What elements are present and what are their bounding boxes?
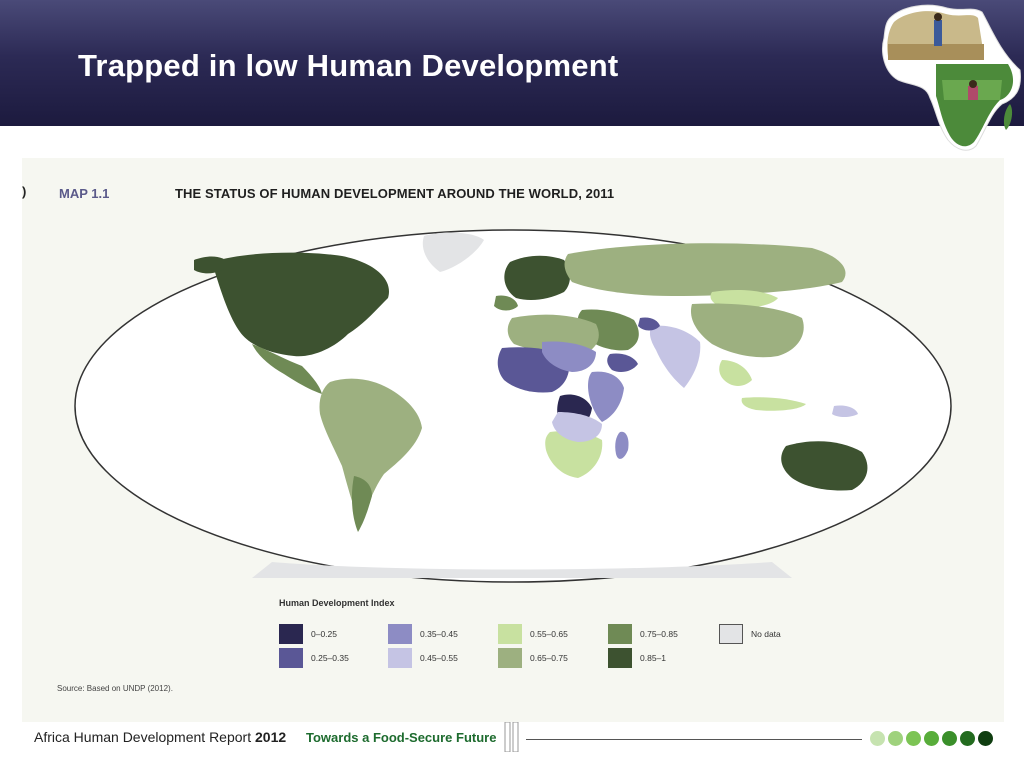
source-note: Source: Based on UNDP (2012).	[57, 684, 173, 693]
legend-item: 0.75–0.85	[608, 624, 678, 644]
world-map	[74, 229, 952, 583]
slide-title: Trapped in low Human Development	[78, 48, 619, 83]
region-south-america	[319, 378, 422, 522]
footer-dot	[906, 731, 921, 746]
legend-label: 0–0.25	[311, 629, 337, 639]
greenland	[422, 232, 484, 272]
legend-item: 0.55–0.65	[498, 624, 568, 644]
legend-label: 0.65–0.75	[530, 653, 568, 663]
region-iberia	[494, 295, 518, 311]
region-indonesia	[741, 397, 806, 411]
footer-dot	[942, 731, 957, 746]
legend-item: No data	[719, 624, 781, 644]
region-australia	[781, 441, 868, 491]
footer-report-prefix: Africa Human Development Report	[34, 729, 252, 745]
legend-swatch	[719, 624, 743, 644]
legend-swatch	[498, 624, 522, 644]
legend-swatch	[388, 648, 412, 668]
region-madagascar	[615, 431, 629, 459]
region-horn-africa	[607, 353, 638, 372]
legend-label: 0.45–0.55	[420, 653, 458, 663]
footer-dot	[960, 731, 975, 746]
legend-item: 0.45–0.55	[388, 648, 458, 668]
footer-dot	[924, 731, 939, 746]
legend-title: Human Development Index	[279, 598, 395, 608]
region-argentina	[351, 476, 372, 532]
footer-divider-bars	[504, 722, 519, 752]
africa-logo	[882, 4, 1021, 151]
legend-label: 0.75–0.85	[640, 629, 678, 639]
slide-header: Trapped in low Human Development	[0, 0, 1024, 126]
legend-swatch	[608, 624, 632, 644]
legend-label: 0.55–0.65	[530, 629, 568, 639]
map-marker: )	[22, 184, 27, 199]
footer-dots	[870, 731, 993, 746]
region-mexico	[252, 344, 322, 394]
legend-swatch	[498, 648, 522, 668]
region-east-africa	[588, 371, 624, 422]
region-south-central-africa	[552, 412, 602, 442]
region-china	[690, 303, 804, 358]
map-panel: ) MAP 1.1 THE STATUS OF HUMAN DEVELOPMEN…	[22, 158, 1004, 722]
legend-label: 0.35–0.45	[420, 629, 458, 639]
legend-swatch	[388, 624, 412, 644]
legend-item: 0.25–0.35	[279, 648, 349, 668]
region-southern-africa	[545, 431, 603, 478]
legend-swatch	[608, 648, 632, 668]
footer-dot	[888, 731, 903, 746]
footer-report-title: Africa Human Development Report 2012	[34, 729, 286, 745]
legend-label: No data	[751, 629, 781, 639]
footer-rule	[526, 739, 862, 740]
legend-label: 0.85–1	[640, 653, 666, 663]
footer-report-year: 2012	[255, 729, 287, 745]
region-afghanistan	[638, 317, 660, 331]
region-russia	[564, 243, 846, 296]
antarctica	[252, 562, 792, 578]
region-north-africa	[507, 314, 599, 353]
footer-dot	[978, 731, 993, 746]
region-alaska	[194, 256, 230, 274]
footer-tagline: Towards a Food-Secure Future	[306, 730, 497, 745]
legend-item: 0.65–0.75	[498, 648, 568, 668]
legend-item: 0–0.25	[279, 624, 337, 644]
region-sahel	[542, 341, 596, 372]
legend-swatch	[279, 624, 303, 644]
legend-item: 0.35–0.45	[388, 624, 458, 644]
legend-item: 0.85–1	[608, 648, 666, 668]
map-title: THE STATUS OF HUMAN DEVELOPMENT AROUND T…	[175, 186, 615, 201]
legend-swatch	[279, 648, 303, 668]
region-south-asia	[649, 325, 701, 388]
region-papua	[832, 405, 858, 417]
region-north-america	[212, 252, 389, 357]
region-southeast-asia	[719, 360, 752, 386]
footer-dot	[870, 731, 885, 746]
map-label: MAP 1.1	[59, 186, 110, 201]
region-europe	[504, 255, 570, 300]
legend-label: 0.25–0.35	[311, 653, 349, 663]
